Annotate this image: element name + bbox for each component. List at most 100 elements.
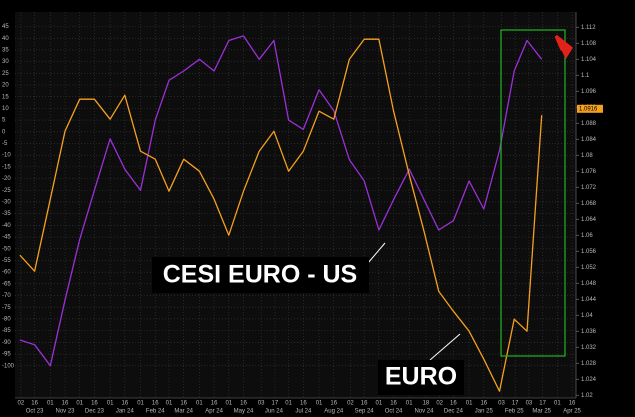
x-tick-label: 16 <box>91 401 98 407</box>
x-month-label: Dec 24 <box>444 409 464 415</box>
y2-tick-label: 1.032 <box>581 345 597 351</box>
y2-tick-label: 1.048 <box>581 281 597 287</box>
y-tick-label: -40 <box>2 223 11 229</box>
x-month-label: Apr 24 <box>205 409 223 415</box>
x-tick-label: 01 <box>285 401 292 407</box>
y-tick-label: 35 <box>2 47 9 53</box>
x-tick-label: 01 <box>107 401 114 407</box>
y2-tick-label: 1.056 <box>581 249 597 255</box>
y-tick-label: -5 <box>2 141 8 147</box>
series-line <box>19 35 543 367</box>
y2-tick-label: 1.072 <box>581 185 597 191</box>
x-tick-label: 01 <box>316 401 323 407</box>
x-tick-label: 01 <box>225 401 232 407</box>
x-tick-label: 16 <box>480 401 487 407</box>
x-tick-label: 16 <box>31 401 38 407</box>
x-tick-label: 02 <box>347 401 354 407</box>
x-month-label: Apr 25 <box>563 409 581 415</box>
x-tick-label: 16 <box>361 401 368 407</box>
y2-tick-label: 1.076 <box>581 169 597 175</box>
y-tick-label: 10 <box>2 106 9 112</box>
last-value-tag <box>577 104 603 113</box>
x-tick-label: 01 <box>166 401 173 407</box>
y-tick-label: -65 <box>2 281 11 287</box>
y2-tick-label: 1.088 <box>581 121 597 127</box>
y2-tick-label: 1.06 <box>581 233 593 239</box>
y-tick-label: 15 <box>2 94 9 100</box>
x-month-label: Nov 23 <box>56 409 76 415</box>
y2-tick-label: 1.044 <box>581 297 597 303</box>
y-tick-label: -20 <box>2 176 11 182</box>
x-month-label: Nov 24 <box>414 409 434 415</box>
x-tick-label: 16 <box>152 401 159 407</box>
x-tick-label: 02 <box>18 401 25 407</box>
y-tick-label: -95 <box>2 352 11 358</box>
x-tick-label: 17 <box>272 401 279 407</box>
x-tick-label: 03 <box>258 401 265 407</box>
y-tick-label: 20 <box>2 83 9 89</box>
x-tick-label: 03 <box>498 401 505 407</box>
x-month-label: Mar 24 <box>174 409 193 415</box>
y-tick-label: 5 <box>2 118 6 124</box>
last-value-label: 1.0916 <box>579 106 598 112</box>
x-tick-label: 01 <box>76 401 83 407</box>
y-tick-label: -90 <box>2 340 11 346</box>
x-month-label: May 24 <box>234 409 254 415</box>
x-tick-label: 01 <box>196 401 203 407</box>
x-tick-label: 16 <box>211 401 218 407</box>
pointer-line <box>367 242 386 264</box>
y2-tick-label: 1.024 <box>581 377 597 383</box>
x-month-label: Sep 24 <box>355 409 375 415</box>
grid <box>15 12 576 398</box>
x-month-label: Jun 24 <box>265 409 284 415</box>
x-month-label: Aug 24 <box>324 409 344 415</box>
x-tick-label: 16 <box>180 401 187 407</box>
y-tick-label: -10 <box>2 153 11 159</box>
y-tick-label: 0 <box>2 129 6 135</box>
y-tick-label: -50 <box>2 246 11 252</box>
y2-tick-label: 1.104 <box>581 57 597 63</box>
x-month-label: Jul 24 <box>295 409 312 415</box>
y2-tick-label: 1.096 <box>581 89 597 95</box>
y-tick-label: -30 <box>2 200 11 206</box>
y2-tick-label: 1.084 <box>581 137 597 143</box>
y2-tick-label: 1.08 <box>581 153 593 159</box>
lines <box>19 35 543 392</box>
x-month-label: Feb 24 <box>146 409 165 415</box>
y2-tick-label: 1.108 <box>581 41 597 47</box>
y-tick-label: -60 <box>2 270 11 276</box>
x-tick-label: 16 <box>300 401 307 407</box>
x-tick-label: 16 <box>569 401 576 407</box>
x-tick-label: 16 <box>62 401 69 407</box>
y-tick-label: -15 <box>2 164 11 170</box>
x-tick-label: 16 <box>450 401 457 407</box>
y-tick-label: -70 <box>2 293 11 299</box>
annotation-box <box>378 360 464 395</box>
x-tick-label: 16 <box>390 401 397 407</box>
y2-tick-label: 1.04 <box>581 313 593 319</box>
x-tick-label: 17 <box>539 401 546 407</box>
y-tick-label: -25 <box>2 188 11 194</box>
x-tick-label: 02 <box>436 401 443 407</box>
y-tick-label: -85 <box>2 328 11 334</box>
x-tick-label: 01 <box>137 401 144 407</box>
x-month-label: Mar 25 <box>532 409 551 415</box>
highlight-box <box>500 29 566 357</box>
x-tick-label: 16 <box>240 401 247 407</box>
x-tick-label: 16 <box>122 401 129 407</box>
annotation: EURO <box>385 363 457 391</box>
x-tick-label: 17 <box>512 401 519 407</box>
y-tick-label: -45 <box>2 235 11 241</box>
y-tick-label: 45 <box>2 24 9 30</box>
y-tick-label: -75 <box>2 305 11 311</box>
red-arrow <box>554 34 573 60</box>
x-tick-label: 01 <box>406 401 413 407</box>
y2-tick-label: 1.064 <box>581 217 597 223</box>
y2-tick-label: 1.036 <box>581 329 597 335</box>
y2-tick-label: 1.052 <box>581 265 597 271</box>
y-tick-label: 25 <box>2 71 9 77</box>
x-month-label: Dec 23 <box>85 409 105 415</box>
annotation: CESI EURO - US <box>163 261 357 289</box>
